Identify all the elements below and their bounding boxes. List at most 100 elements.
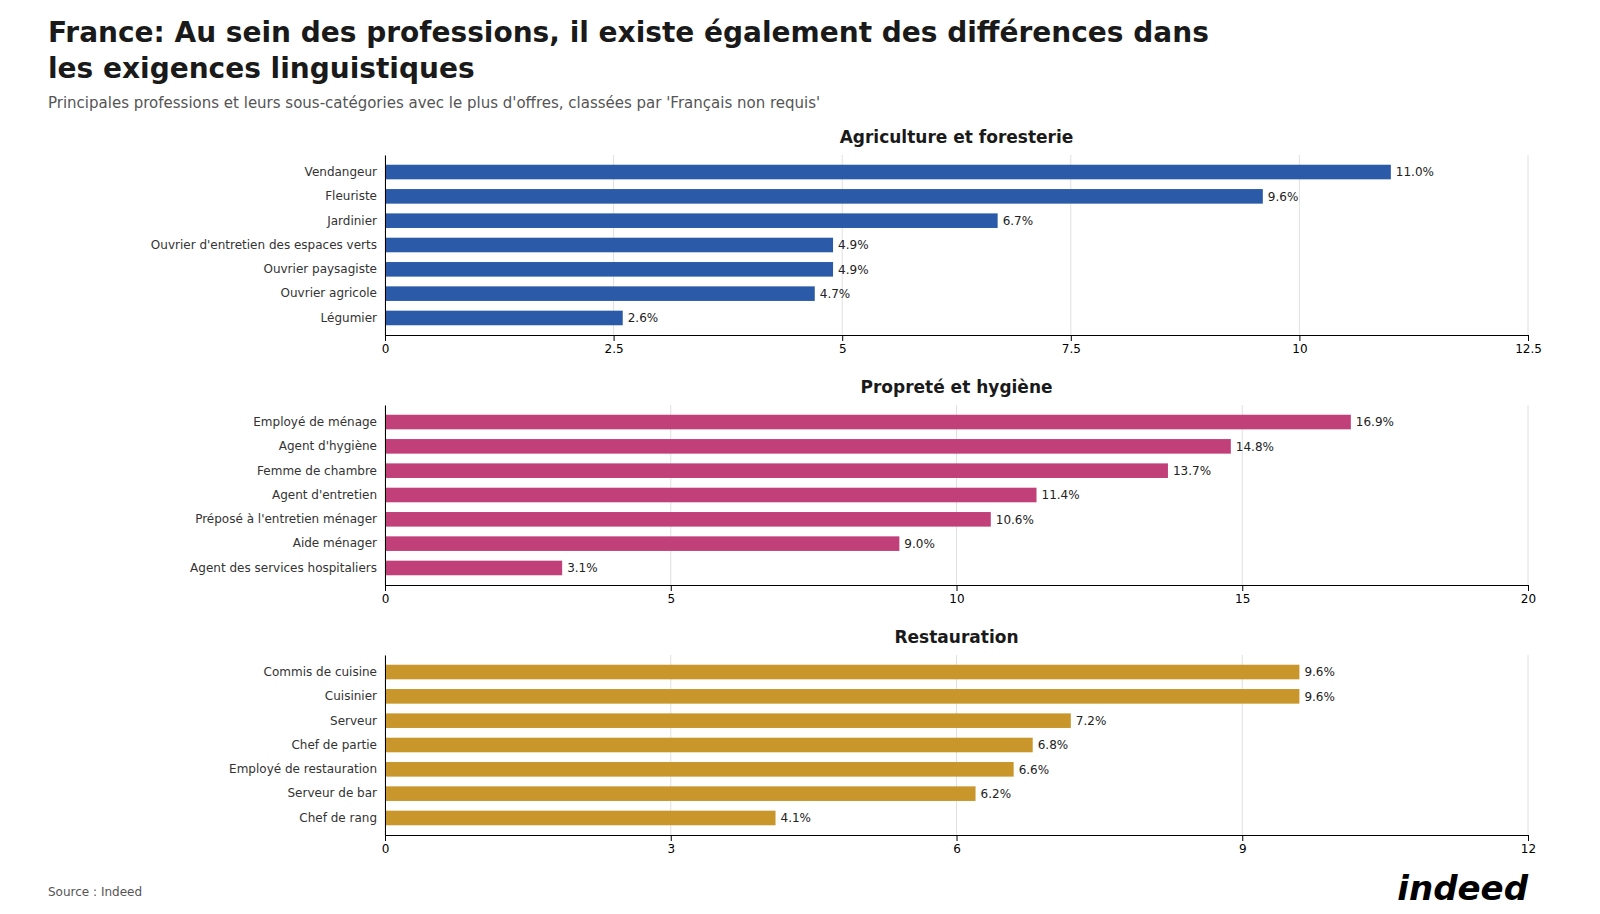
grid-line (1528, 155, 1529, 335)
bar (385, 213, 998, 228)
bar (385, 286, 815, 301)
bar (385, 738, 1033, 753)
tick-label: Aide ménager (293, 536, 377, 550)
tick-label: Agent d'hygiène (279, 439, 377, 453)
x-axis: 0 3 6 9 12 (382, 835, 1536, 856)
grid-line (1070, 155, 1071, 335)
tick-label: 9 (1239, 842, 1247, 856)
tick: 2.5 (605, 335, 624, 356)
tick: Ouvrier d'entretien des espaces verts (151, 238, 385, 252)
grid-line (1242, 405, 1243, 585)
tick-label: Femme de chambre (257, 464, 377, 478)
tick: 0 (382, 835, 390, 856)
grid-line (385, 655, 386, 835)
tick: Employé de restauration (229, 762, 385, 776)
tick-label: 10 (1292, 342, 1307, 356)
subtitle: Principales professions et leurs sous-ca… (48, 94, 820, 112)
tick-label: Employé de restauration (229, 762, 377, 776)
tick: 3 (667, 835, 675, 856)
tick: Agent d'entretien (272, 488, 385, 502)
tick-label: Cuisinier (325, 689, 377, 703)
bar (385, 713, 1071, 728)
tick-label: Serveur de bar (288, 786, 378, 800)
chart: 02.557.51012.5VendangeurFleuristeJardini… (151, 127, 1542, 356)
bars (385, 415, 1351, 576)
grid (385, 405, 1528, 585)
bars (385, 165, 1391, 326)
axis-line (386, 586, 1529, 592)
tick-mark (385, 585, 386, 591)
tick-mark (1071, 335, 1072, 341)
grid-line (1528, 655, 1529, 835)
tick-label: 0 (382, 592, 390, 606)
grid-line (385, 405, 386, 585)
data-label: 6.6% (1019, 763, 1050, 777)
grid (385, 655, 1528, 835)
tick-mark (1299, 335, 1300, 341)
tick-label: 0 (382, 342, 390, 356)
tick-label: 7.5 (1062, 342, 1081, 356)
data-label: 3.1% (567, 561, 598, 575)
tick-label: 0 (382, 842, 390, 856)
data-labels: 16.9%14.8%13.7%11.4%10.6%9.0%3.1% (567, 415, 1394, 575)
bar (385, 262, 833, 277)
tick-label: Légumier (321, 311, 377, 325)
tick: 7.5 (1062, 335, 1081, 356)
tick: Fleuriste (325, 189, 385, 203)
tick-label: Commis de cuisine (264, 665, 377, 679)
chart-page: France: Au sein des professions, il exis… (0, 0, 1600, 914)
tick: Jardinier (326, 214, 385, 228)
tick: 12 (1521, 835, 1536, 856)
data-label: 10.6% (996, 513, 1034, 527)
title: les exigences linguistiques (48, 52, 475, 85)
bar (385, 786, 976, 801)
grid-line (1299, 155, 1300, 335)
chart-title: Restauration (894, 627, 1018, 647)
bar (385, 238, 833, 253)
y-axis: Commis de cuisineCuisinierServeurChef de… (229, 656, 385, 836)
tick: Légumier (321, 311, 385, 325)
tick-label: Vendangeur (305, 165, 377, 179)
tick: Vendangeur (305, 165, 385, 179)
data-label: 9.6% (1268, 190, 1299, 204)
tick-label: 20 (1521, 592, 1536, 606)
axis-line (385, 656, 386, 836)
x-axis: 0 5 10 15 20 (382, 585, 1536, 606)
bar (385, 536, 899, 551)
tick-mark (1528, 335, 1529, 341)
chart-title: Propreté et hygiène (860, 377, 1052, 397)
data-label: 4.1% (781, 811, 812, 825)
tick-mark (671, 835, 672, 841)
tick-mark (385, 835, 386, 841)
data-label: 16.9% (1356, 415, 1394, 429)
tick: 20 (1521, 585, 1536, 606)
tick: 10 (949, 585, 964, 606)
tick: 6 (953, 835, 961, 856)
tick-label: Chef de rang (299, 811, 377, 825)
title: France: Au sein des professions, il exis… (48, 16, 1209, 49)
y-axis: Vendangeur Fleuriste Jardinier Ouvrier d'en… (151, 156, 386, 336)
grid-line (1528, 405, 1529, 585)
tick-label: 6 (953, 842, 961, 856)
tick: 0 (382, 335, 390, 356)
bar (385, 439, 1231, 454)
tick-label: 5 (667, 592, 675, 606)
data-label: 6.2% (981, 787, 1012, 801)
bar (385, 665, 1299, 680)
bar (385, 165, 1391, 180)
tick-mark (842, 335, 843, 341)
tick: Agent des services hospitaliers (190, 561, 385, 575)
tick-mark (1242, 835, 1243, 841)
tick-mark (957, 585, 958, 591)
tick: 15 (1235, 585, 1250, 606)
tick-label: Employé de ménage (253, 415, 377, 429)
data-label: 11.4% (1042, 488, 1080, 502)
axis-line (386, 336, 1529, 342)
tick: 0 (382, 585, 390, 606)
tick: 5 (667, 585, 675, 606)
bar (385, 811, 776, 826)
tick: Chef de rang (299, 811, 385, 825)
data-label: 6.7% (1003, 214, 1033, 228)
tick-label: Ouvrier agricole (281, 286, 377, 300)
bar (385, 463, 1168, 478)
